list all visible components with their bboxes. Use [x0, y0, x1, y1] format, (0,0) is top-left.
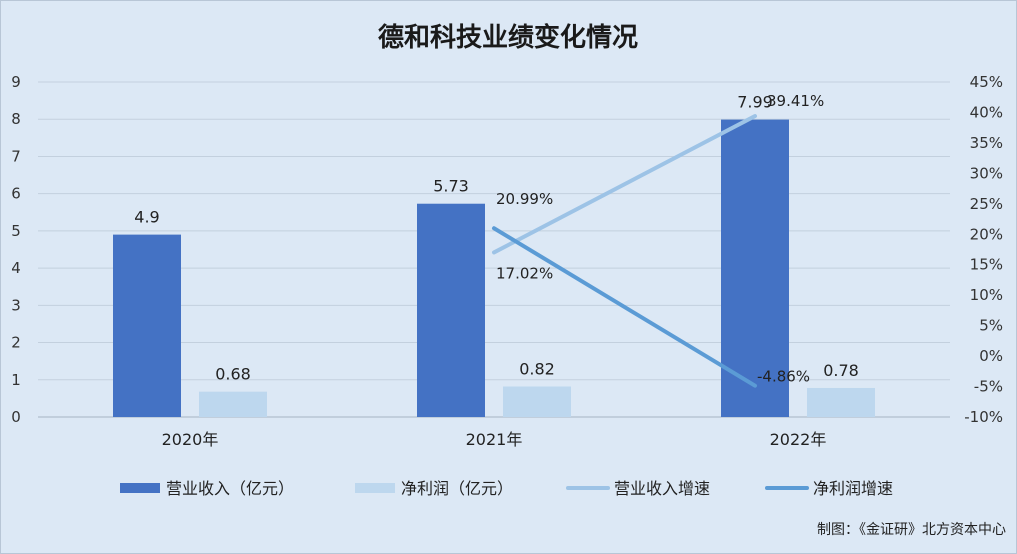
bar — [503, 386, 571, 417]
left-tick-label: 2 — [11, 334, 21, 352]
line-value-label: -4.86% — [757, 368, 810, 386]
bar-value-label: 4.9 — [134, 208, 159, 227]
right-tick-label: 0% — [979, 347, 1003, 365]
right-tick-label: -10% — [964, 408, 1003, 426]
right-tick-label: 30% — [970, 164, 1003, 182]
bar — [113, 234, 181, 417]
bar-value-label: 0.68 — [215, 365, 251, 384]
right-tick-label: 35% — [970, 134, 1003, 152]
legend-label: 净利润增速 — [813, 479, 893, 498]
right-tick-label: 40% — [970, 103, 1003, 121]
bar-value-label: 0.82 — [519, 359, 555, 378]
category-label: 2021年 — [466, 430, 523, 449]
left-tick-label: 7 — [11, 147, 21, 165]
left-tick-label: 6 — [11, 185, 21, 203]
legend-swatch — [120, 483, 160, 493]
category-label: 2022年 — [770, 430, 827, 449]
right-tick-label: 45% — [970, 73, 1003, 91]
right-tick-label: 25% — [970, 195, 1003, 213]
right-axis: -10% -5% 0% 5% 10% 15% 20% 25% 30% 35% 40% 45% — [964, 73, 1003, 426]
category-axis: 2020年 2021年 2022年 — [162, 430, 827, 449]
bars — [113, 119, 875, 417]
bar — [807, 387, 875, 417]
line-value-label: 39.41% — [767, 92, 824, 110]
legend-label: 营业收入增速 — [614, 479, 710, 498]
chart-title: 德和科技业绩变化情况 — [378, 22, 638, 53]
left-tick-label: 1 — [11, 371, 21, 389]
category-label: 2020年 — [162, 430, 219, 449]
series-line — [492, 226, 757, 388]
data-labels: 4.9 5.73 7.99 0.68 0.82 0.78 17.02% 39.41% 20.99… — [134, 92, 859, 386]
legend-label: 净利润（亿元） — [401, 479, 513, 498]
legend-label: 营业收入（亿元） — [166, 479, 294, 498]
line-value-label: 20.99% — [496, 190, 553, 208]
right-tick-label: 5% — [979, 317, 1003, 335]
left-tick-label: 3 — [11, 296, 21, 314]
right-tick-label: 20% — [970, 225, 1003, 243]
bar-value-label: 7.99 — [737, 93, 773, 112]
left-tick-label: 4 — [11, 259, 21, 277]
left-tick-label: 5 — [11, 222, 21, 240]
left-tick-label: 0 — [11, 408, 21, 426]
legend-swatch — [355, 483, 395, 493]
bar-value-label: 0.78 — [823, 361, 859, 380]
bar-value-label: 5.73 — [433, 177, 469, 196]
left-axis: 0 1 2 3 4 5 6 7 8 9 — [11, 73, 21, 426]
right-tick-label: 10% — [970, 286, 1003, 304]
series-line — [492, 114, 757, 255]
left-tick-label: 8 — [11, 110, 21, 128]
bar — [417, 203, 485, 417]
legend: 营业收入（亿元） 净利润（亿元） 营业收入增速 净利润增速 — [120, 479, 893, 498]
left-tick-label: 9 — [11, 73, 21, 91]
bar — [199, 391, 267, 417]
gridlines — [38, 81, 950, 381]
bar — [721, 119, 789, 417]
source-note: 制图：《金证研》北方资本中心 — [817, 522, 1006, 538]
line-value-label: 17.02% — [496, 264, 553, 282]
right-tick-label: 15% — [970, 256, 1003, 274]
right-tick-label: -5% — [974, 378, 1003, 396]
lines — [492, 114, 757, 388]
